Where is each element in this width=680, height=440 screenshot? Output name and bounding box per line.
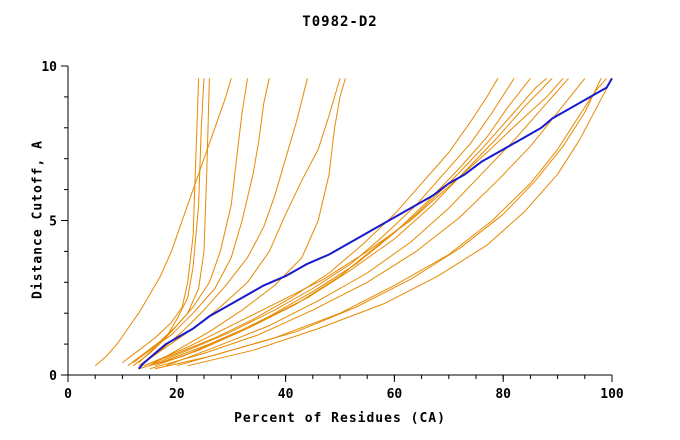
- model-curve: [149, 78, 346, 367]
- model-curve: [160, 78, 553, 364]
- model-curve: [94, 78, 232, 367]
- model-curve: [149, 78, 586, 370]
- model-curve: [149, 78, 515, 367]
- y-tick-label: 5: [49, 215, 57, 230]
- model-curve: [144, 78, 564, 367]
- model-curve: [154, 78, 607, 370]
- y-tick-label: 0: [49, 369, 57, 384]
- x-tick-label: 80: [495, 387, 511, 402]
- x-tick-label: 20: [169, 387, 185, 402]
- reference-curve: [137, 77, 613, 370]
- model-curve: [144, 78, 499, 367]
- model-curve: [122, 78, 200, 363]
- model-curve: [154, 78, 548, 367]
- x-tick-label: 40: [278, 387, 294, 402]
- model-curve: [132, 78, 205, 367]
- model-curve: [165, 78, 569, 367]
- model-curve: [138, 78, 210, 363]
- model-curve: [127, 78, 248, 367]
- x-tick-label: 100: [600, 387, 624, 402]
- x-axis-label: Percent of Residues (CA): [234, 411, 446, 426]
- x-tick-label: 60: [387, 387, 403, 402]
- x-tick-label: 0: [64, 387, 72, 402]
- y-tick-label: 10: [41, 60, 57, 75]
- model-curve: [187, 78, 613, 367]
- model-curve: [176, 78, 602, 367]
- model-curve: [132, 78, 270, 363]
- chart-title: T0982-D2: [302, 14, 378, 30]
